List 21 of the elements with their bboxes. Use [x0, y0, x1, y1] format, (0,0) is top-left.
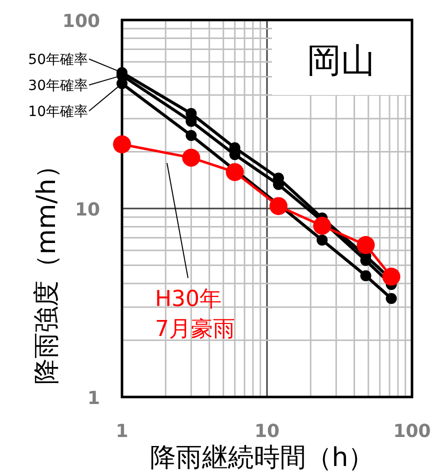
legend-label: 50年確率 — [28, 52, 88, 68]
x-tick-label: 10 — [254, 421, 280, 442]
legend-label: 30年確率 — [28, 78, 88, 94]
y-tick-label: 10 — [74, 200, 100, 220]
point — [356, 236, 375, 254]
y-tick-label: 100 — [62, 11, 100, 32]
point — [269, 197, 288, 216]
point — [360, 270, 372, 282]
point — [316, 234, 328, 246]
text: 10年確率 — [28, 104, 88, 120]
point — [182, 148, 200, 167]
y-axis-title: 降雨強度（mm/h） — [32, 152, 62, 384]
x-tick-label: 1 — [116, 421, 128, 442]
x-tick-label: 100 — [393, 421, 431, 442]
point — [186, 130, 197, 141]
point — [226, 163, 244, 182]
x-axis-title: 降雨継続時間（h） — [150, 443, 374, 472]
point — [313, 216, 332, 235]
text: 岡山 — [307, 41, 375, 81]
y-tick-label: 1 — [87, 388, 100, 409]
text: H30年7月豪雨 — [155, 287, 235, 342]
